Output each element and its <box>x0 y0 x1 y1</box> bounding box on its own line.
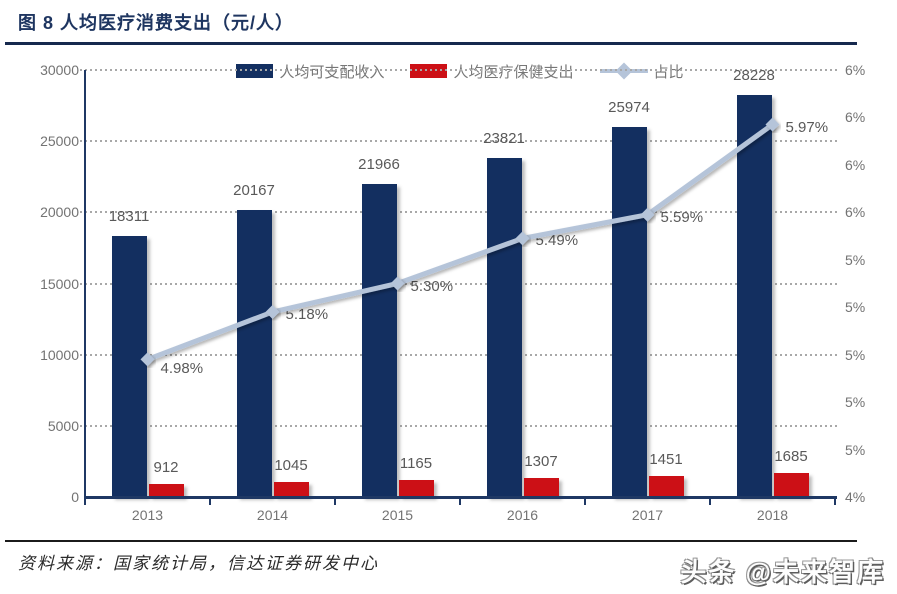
bar-health-2017 <box>648 476 684 497</box>
legend-label-ratio: 占比 <box>653 63 684 81</box>
chart-title: 图 8 人均医疗消费支出（元/人） <box>18 13 295 33</box>
y-axis-tick-label: 20000 <box>40 204 79 221</box>
y-axis-tick-label: 5000 <box>47 417 79 434</box>
right-axis-tick-label: 5% <box>845 299 866 316</box>
bar-value-label: 18311 <box>108 208 150 226</box>
x-axis-tick <box>334 499 336 505</box>
bar-income-2016 <box>486 157 522 497</box>
bar-income-2014 <box>236 209 272 497</box>
x-axis-tick <box>709 499 711 505</box>
h-gridline <box>80 69 837 71</box>
bar-value-label: 25974 <box>608 99 650 117</box>
bar-value-label: 1045 <box>274 457 308 475</box>
line-point-label: 5.49% <box>535 232 579 250</box>
bar-value-label: 28228 <box>733 67 775 85</box>
income-swatch-icon <box>236 64 274 78</box>
x-axis-category-label: 2018 <box>756 507 789 523</box>
bar-value-label: 1165 <box>399 455 433 473</box>
legend-label-income: 人均可支配收入 <box>279 63 385 81</box>
h-gridline <box>80 353 837 356</box>
x-axis-category-label: 2015 <box>381 507 414 523</box>
x-axis-tick <box>584 499 586 505</box>
bar-value-label: 23821 <box>483 129 525 147</box>
bar-value-label: 912 <box>153 459 179 477</box>
x-axis-tick <box>834 499 836 505</box>
bar-health-2013 <box>148 484 184 497</box>
x-axis-tick <box>84 499 86 505</box>
x-axis-category-label: 2017 <box>631 507 664 523</box>
right-axis-tick-label: 4% <box>845 489 866 505</box>
x-axis-category-label: 2013 <box>131 507 164 523</box>
bar-income-2013 <box>111 236 147 497</box>
line-point-label: 5.30% <box>410 277 454 295</box>
legend-label-health: 人均医疗保健支出 <box>453 63 574 81</box>
y-axis-tick-label: 25000 <box>40 133 79 150</box>
y-axis-tick-label: 0 <box>71 489 79 505</box>
right-axis-tick-label: 5% <box>845 346 866 363</box>
x-axis-tick <box>209 499 211 505</box>
line-point-label: 5.18% <box>285 305 329 323</box>
bar-value-label: 1685 <box>774 448 808 466</box>
bar-income-2018 <box>736 95 772 497</box>
y-axis-tick-label: 10000 <box>40 346 79 363</box>
x-axis-category-label: 2016 <box>506 507 539 523</box>
chart-legend: 人均可支配收入 人均医疗保健支出 占比 <box>85 61 835 82</box>
bar-value-label: 20167 <box>233 181 275 199</box>
bar-income-2015 <box>361 184 397 497</box>
legend-item-income: 人均可支配收入 <box>236 61 384 82</box>
health-swatch-icon <box>410 64 448 78</box>
source-note: 资料来源：国家统计局，信达证券研发中心 <box>18 554 379 573</box>
ratio-line-icon <box>599 62 648 80</box>
bar-value-label: 1451 <box>649 451 683 469</box>
right-axis-tick-label: 6% <box>845 204 866 221</box>
line-point-label: 5.59% <box>660 208 704 226</box>
footer-divider <box>5 540 857 542</box>
x-axis-category-label: 2014 <box>256 507 289 523</box>
right-axis-tick-label: 6% <box>845 156 866 173</box>
bar-health-2018 <box>773 473 809 497</box>
right-axis-tick-label: 5% <box>845 441 866 458</box>
h-gridline <box>80 211 837 214</box>
y-axis-line <box>84 70 86 498</box>
y-axis-tick-label: 30000 <box>40 62 79 78</box>
bar-value-label: 1307 <box>524 453 558 471</box>
bar-value-label: 21966 <box>358 156 400 174</box>
right-axis-tick-label: 5% <box>845 251 866 268</box>
y-axis-tick-label: 15000 <box>40 275 79 292</box>
bar-health-2015 <box>398 480 434 497</box>
x-axis-line <box>84 496 837 499</box>
line-point-label: 5.97% <box>785 118 829 136</box>
right-axis-tick-label: 6% <box>845 62 866 78</box>
h-gridline <box>80 424 837 427</box>
x-axis-tick <box>459 499 461 505</box>
legend-item-ratio: 占比 <box>599 61 684 82</box>
watermark: 头条 @未来智库 <box>680 557 885 587</box>
legend-item-health: 人均医疗保健支出 <box>410 61 574 82</box>
bar-income-2017 <box>611 127 647 497</box>
right-axis-tick-label: 5% <box>845 394 866 411</box>
bar-health-2016 <box>523 478 559 497</box>
h-gridline <box>80 140 837 143</box>
right-axis-tick-label: 6% <box>845 109 866 126</box>
bar-health-2014 <box>273 482 309 497</box>
title-divider <box>5 42 857 45</box>
line-point-label: 4.98% <box>160 360 204 378</box>
